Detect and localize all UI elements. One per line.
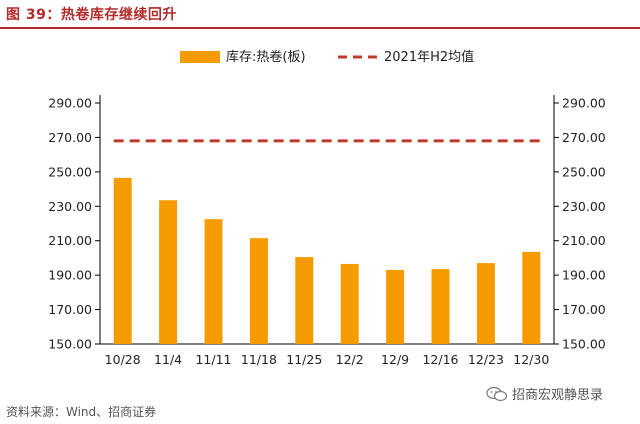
- x-axis: 10/28 11/4 11/11 11/18 11/25 12/2 12/9 12/16 12/…: [105, 352, 550, 367]
- y-tick-label-right: 250.00: [562, 164, 606, 179]
- bar-11/18: [249, 238, 268, 344]
- bar-series: [113, 177, 541, 344]
- y-tick-label-left: 270.00: [48, 130, 92, 145]
- y-tick-label-left: 290.00: [48, 96, 92, 111]
- y-tick-label-right: 210.00: [562, 233, 606, 248]
- y-tick-label-left: 250.00: [48, 164, 92, 179]
- bar-11/25: [295, 257, 314, 344]
- y-tick-label-left: 170.00: [48, 302, 92, 317]
- x-tick-label: 11/4: [154, 352, 182, 367]
- bar-12/23: [476, 263, 495, 344]
- wechat-icon: [486, 386, 508, 401]
- figure-title: 图 39：热卷库存继续回升: [6, 7, 177, 23]
- bar-11/4: [159, 200, 178, 344]
- source-note: 资料来源：Wind、招商证券: [6, 405, 157, 419]
- x-tick-label: 12/9: [381, 352, 409, 367]
- legend-bar-swatch: [180, 51, 220, 63]
- legend: 库存:热卷(板) 2021年H2均值: [180, 49, 474, 65]
- legend-avg-label: 2021年H2均值: [384, 49, 474, 65]
- x-tick-label: 12/16: [422, 352, 458, 367]
- watermark: 招商宏观静思录: [486, 384, 603, 403]
- title-rule: [0, 27, 640, 29]
- bar-12/2: [340, 263, 359, 344]
- x-tick-label: 12/23: [468, 352, 504, 367]
- watermark-text: 招商宏观静思录: [512, 388, 604, 403]
- y-tick-label-right: 230.00: [562, 199, 606, 214]
- y-axis-left: 150.00 170.00 190.00 210.00 230.00 250.00 270.…: [48, 96, 100, 352]
- x-tick-label: 12/30: [513, 352, 549, 367]
- x-tick-label: 10/28: [105, 352, 141, 367]
- y-tick-label-right: 170.00: [562, 302, 606, 317]
- bar-10/28: [113, 177, 132, 344]
- y-tick-label-left: 210.00: [48, 233, 92, 248]
- legend-bar-label: 库存:热卷(板): [226, 49, 306, 65]
- y-tick-label-right: 290.00: [562, 96, 606, 111]
- x-tick-label: 11/25: [286, 352, 322, 367]
- bar-11/11: [204, 219, 223, 344]
- y-tick-label-left: 150.00: [48, 337, 92, 352]
- y-axis-right: 150.00 170.00 190.00 210.00 230.00 250.00 270.…: [554, 96, 606, 352]
- y-tick-label-right: 150.00: [562, 337, 606, 352]
- bar-12/16: [431, 269, 450, 344]
- y-tick-label-left: 190.00: [48, 268, 92, 283]
- x-tick-label: 11/11: [195, 352, 231, 367]
- y-tick-label-right: 270.00: [562, 130, 606, 145]
- bar-12/9: [386, 269, 405, 344]
- x-tick-label: 11/18: [241, 352, 277, 367]
- y-tick-label-left: 230.00: [48, 199, 92, 214]
- bar-chart: 库存:热卷(板) 2021年H2均值 150.00 170.00 190.00 210…: [48, 49, 606, 367]
- bar-12/30: [522, 251, 541, 344]
- x-tick-label: 12/2: [336, 352, 364, 367]
- y-tick-label-right: 190.00: [562, 268, 606, 283]
